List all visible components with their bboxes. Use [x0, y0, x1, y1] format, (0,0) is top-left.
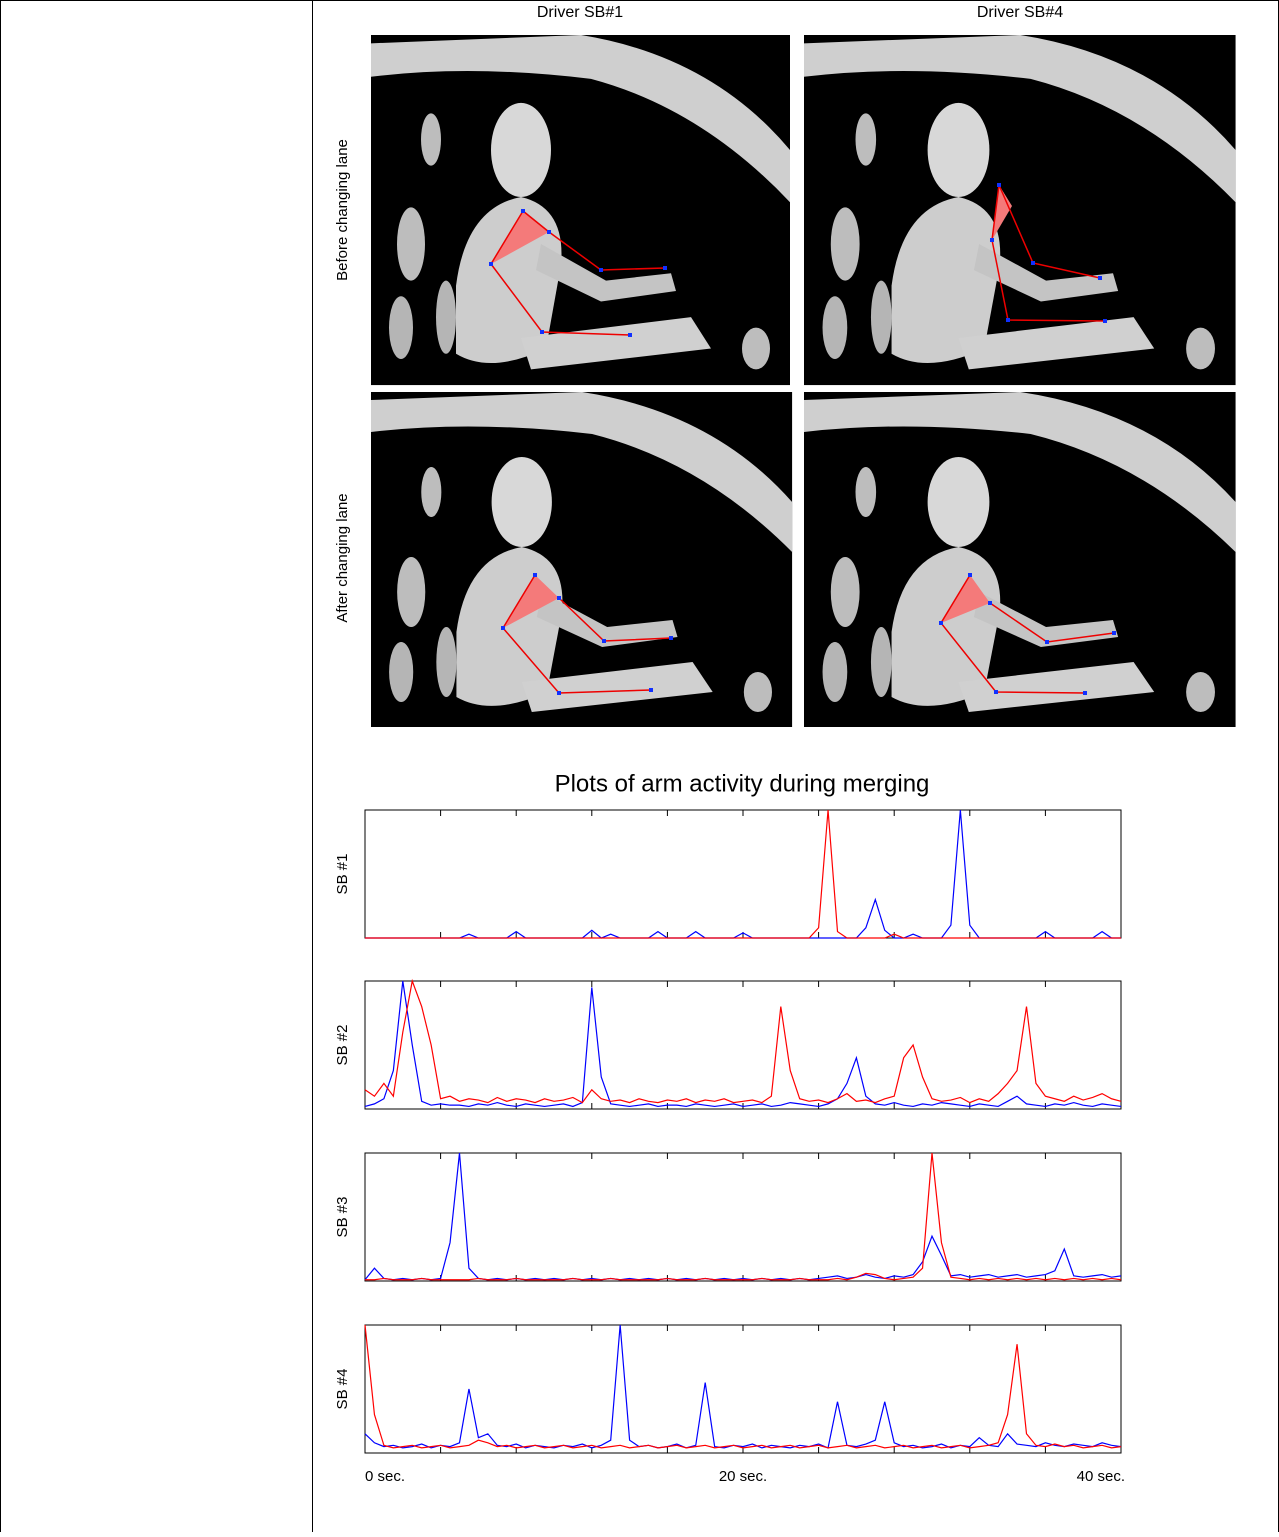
column-header: Driver SB#4	[977, 4, 1063, 21]
y-axis-label: SB #3	[334, 1197, 351, 1238]
column-header: Driver SB#1	[537, 4, 623, 21]
data-line	[364, 1324, 1122, 1449]
figure-title: Plots of arm activity during merging	[555, 770, 930, 797]
x-tick-label: 0 sec.	[365, 1468, 405, 1485]
data-line	[365, 1152, 1122, 1281]
data-line	[364, 980, 1122, 1108]
scan-image	[371, 392, 793, 727]
scan-image	[804, 35, 1236, 386]
row-label: Before changing lane	[334, 139, 351, 281]
y-axis-label: SB #4	[334, 1369, 351, 1410]
skeleton-joints	[489, 183, 1116, 695]
scan-image	[804, 392, 1236, 727]
row-label: After changing lane	[334, 493, 351, 622]
data-line	[365, 809, 1121, 939]
plot-frame	[364, 809, 1122, 939]
x-tick-label: 20 sec.	[719, 1468, 767, 1485]
plot-frame	[364, 980, 1122, 1110]
plot-frame	[364, 1152, 1122, 1282]
y-axis-label: SB #1	[334, 854, 351, 895]
data-line	[364, 978, 1122, 1104]
y-axis-label: SB #2	[334, 1025, 351, 1066]
x-tick-label: 40 sec.	[1077, 1468, 1125, 1485]
data-line	[364, 1324, 1122, 1449]
